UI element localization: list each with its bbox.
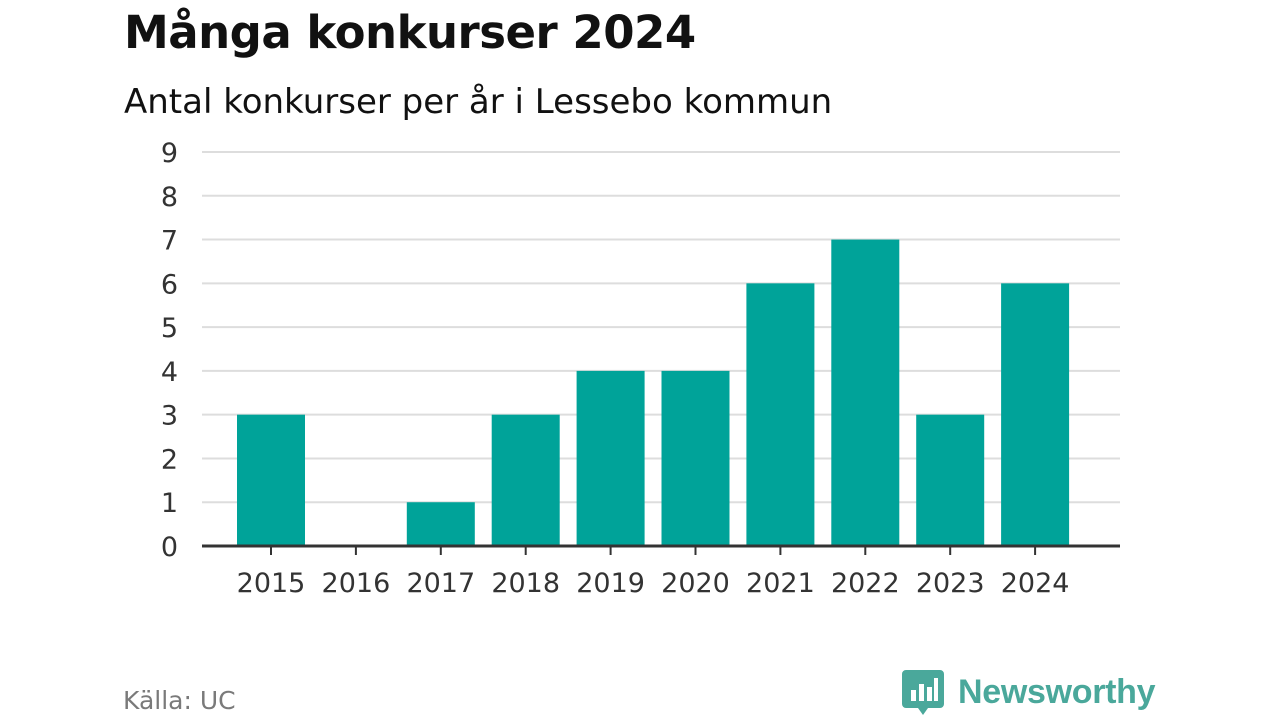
x-tick-label: 2017 xyxy=(406,568,475,599)
bar-2022 xyxy=(831,239,900,547)
x-tick-label: 2020 xyxy=(661,568,730,599)
x-tick-label: 2015 xyxy=(237,568,306,599)
x-tick-label: 2018 xyxy=(491,568,560,599)
y-tick-label: 7 xyxy=(161,226,178,257)
x-tick-label: 2023 xyxy=(916,568,985,599)
y-tick-label: 0 xyxy=(161,532,178,563)
y-tick-label: 6 xyxy=(161,269,178,300)
bar-2018 xyxy=(491,414,560,546)
x-tick-label: 2019 xyxy=(576,568,645,599)
y-axis-tick-labels: 0 1 2 3 4 5 6 7 8 9 xyxy=(161,138,178,563)
brand-name: Newsworthy xyxy=(958,672,1156,711)
brand-logo: Newsworthy xyxy=(902,668,1156,716)
y-tick-label: 8 xyxy=(161,182,178,213)
y-tick-label: 5 xyxy=(161,313,178,344)
newsworthy-logo-icon xyxy=(902,670,944,715)
x-tick-label: 2016 xyxy=(322,568,391,599)
bar-2019 xyxy=(576,370,645,546)
x-axis-tick-labels: 2015 2016 2017 2018 2019 2020 2021 2022 2023 2024 xyxy=(237,546,1070,599)
bar-2024 xyxy=(1001,283,1070,546)
y-tick-label: 4 xyxy=(161,357,178,388)
bar-2021 xyxy=(746,283,815,546)
y-tick-label: 2 xyxy=(161,444,178,475)
y-tick-label: 9 xyxy=(161,138,178,169)
y-tick-label: 3 xyxy=(161,401,178,432)
bars xyxy=(237,239,1070,547)
chart-subtitle: Antal konkurser per år i Lessebo kommun xyxy=(124,82,833,122)
x-tick-label: 2024 xyxy=(1001,568,1070,599)
bar-2015 xyxy=(237,414,305,546)
x-tick-label: 2021 xyxy=(746,568,815,599)
gridlines xyxy=(202,151,1120,504)
chart-title: Många konkurser 2024 xyxy=(124,6,696,59)
bar-2020 xyxy=(661,370,730,546)
x-tick-label: 2022 xyxy=(831,568,900,599)
y-tick-label: 1 xyxy=(161,488,178,519)
bar-2017 xyxy=(406,502,475,546)
bar-2023 xyxy=(916,414,985,546)
source-note: Källa: UC xyxy=(123,686,236,715)
